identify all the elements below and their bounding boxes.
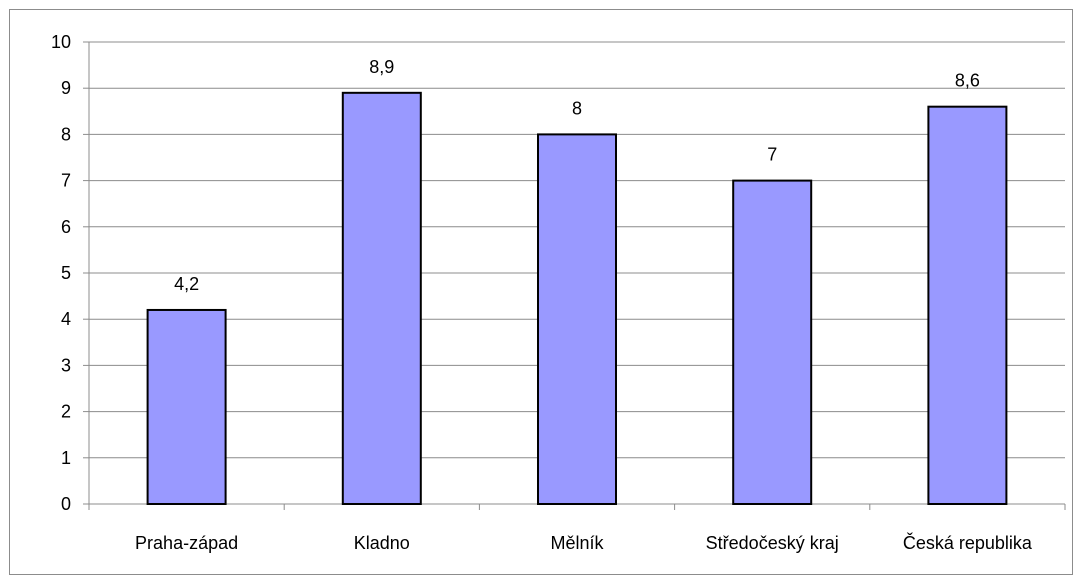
x-tick-label: Česká republika [903, 532, 1033, 553]
y-tick-label: 7 [61, 171, 71, 191]
data-label: 7 [767, 145, 777, 165]
bar [538, 134, 616, 504]
data-label: 8,6 [955, 71, 980, 91]
x-tick-labels: Praha-západ Kladno Mělník Středočeský kraj Č… [135, 532, 1033, 553]
y-tick-label: 9 [61, 78, 71, 98]
y-tick-labels: 0 1 2 3 4 5 6 7 8 9 10 [51, 32, 71, 514]
bar [343, 93, 421, 504]
data-label: 8 [572, 98, 582, 118]
y-tick-label: 6 [61, 217, 71, 237]
data-label: 4,2 [174, 274, 199, 294]
y-tick-label: 5 [61, 263, 71, 283]
data-label: 8,9 [369, 57, 394, 77]
bar [928, 107, 1006, 504]
y-tick-label: 0 [61, 494, 71, 514]
bars [148, 93, 1007, 504]
bar [733, 181, 811, 504]
x-tick-label: Mělník [550, 533, 604, 553]
x-tick-label: Kladno [354, 533, 410, 553]
y-tick-label: 3 [61, 355, 71, 375]
y-tick-label: 2 [61, 402, 71, 422]
x-tick-label: Středočeský kraj [706, 533, 839, 553]
y-tick-label: 8 [61, 124, 71, 144]
y-tick-label: 10 [51, 32, 71, 52]
bar [148, 310, 226, 504]
y-tick-label: 1 [61, 448, 71, 468]
x-tick-label: Praha-západ [135, 533, 238, 553]
y-tick-label: 4 [61, 309, 71, 329]
